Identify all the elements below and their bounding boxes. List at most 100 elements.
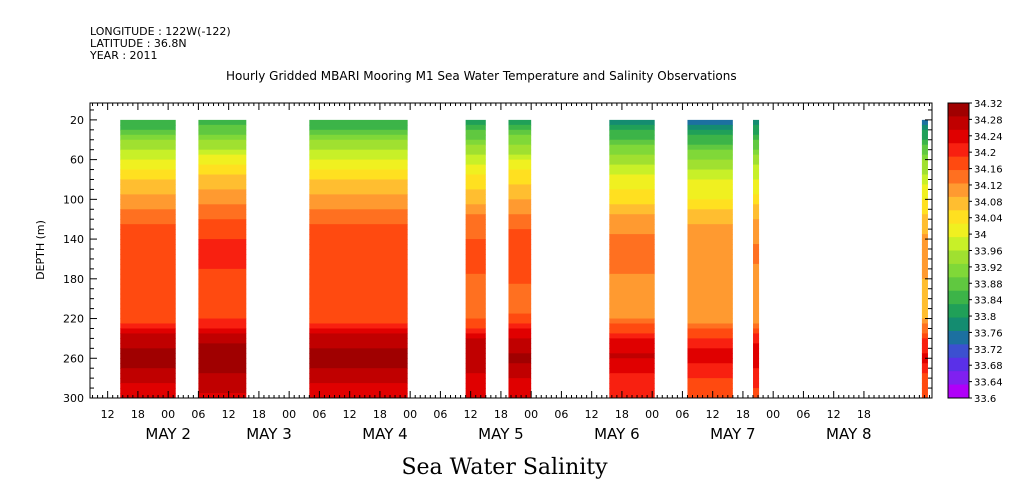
salinity-cell (465, 363, 486, 369)
salinity-cell (508, 388, 532, 394)
data-segment (309, 119, 408, 398)
colorbar-swatch (948, 143, 969, 158)
salinity-cell (465, 318, 486, 325)
salinity-cell (465, 378, 486, 384)
salinity-cell (921, 144, 928, 151)
colorbar-label: 34.24 (974, 132, 1003, 143)
salinity-cell (309, 273, 408, 280)
salinity-cell (309, 124, 408, 131)
salinity-cell (921, 268, 928, 275)
salinity-cell (465, 164, 486, 171)
salinity-cell (687, 204, 733, 210)
salinity-cell (687, 154, 733, 161)
longitude-label: LONGITUDE : 122W(-122) (90, 25, 231, 38)
salinity-cell (609, 333, 655, 340)
salinity-cell (309, 328, 408, 335)
salinity-cell (508, 234, 532, 240)
salinity-cell (508, 219, 532, 225)
salinity-cell (120, 189, 176, 195)
y-axis: 20 60 100 140 180 220 260 300 (63, 109, 932, 405)
salinity-cell (753, 348, 760, 354)
salinity-cell (687, 328, 733, 335)
salinity-cell (309, 283, 408, 290)
salinity-cell (120, 308, 176, 315)
colorbar-swatch (948, 277, 969, 292)
salinity-cell (753, 368, 760, 374)
salinity-cell (687, 393, 733, 398)
x-tick-label: 12 (222, 408, 236, 421)
salinity-cell (687, 263, 733, 270)
salinity-cell (921, 204, 928, 210)
salinity-cell (198, 338, 247, 344)
colorbar-swatch (948, 129, 969, 144)
salinity-cell (687, 308, 733, 315)
day-label: MAY 5 (478, 425, 524, 443)
x-tick-label: 18 (373, 408, 387, 421)
salinity-cell (465, 383, 486, 389)
salinity-cell (198, 373, 247, 379)
colorbar-label: 33.92 (974, 263, 1003, 274)
salinity-cell (198, 249, 247, 255)
salinity-cell (921, 249, 928, 255)
salinity-cell (465, 119, 486, 126)
salinity-cell (687, 194, 733, 200)
salinity-cell (309, 333, 408, 340)
x-tick-label: 12 (827, 408, 841, 421)
salinity-cell (609, 239, 655, 245)
salinity-cell (921, 383, 928, 389)
salinity-cell (609, 388, 655, 394)
colorbar-swatch (948, 156, 969, 171)
salinity-cell (921, 214, 928, 220)
salinity-cell (309, 388, 408, 394)
salinity-cell (687, 179, 733, 186)
salinity-cell (753, 249, 760, 255)
salinity-cell (465, 373, 486, 379)
salinity-cell (687, 139, 733, 146)
salinity-cell (921, 169, 928, 176)
salinity-cell (465, 283, 486, 290)
salinity-cell (609, 348, 655, 354)
salinity-cell (465, 328, 486, 335)
colorbar-swatch (948, 330, 969, 345)
salinity-cell (687, 124, 733, 131)
data-segment (120, 119, 176, 398)
salinity-cell (198, 184, 247, 191)
salinity-cell (753, 124, 760, 131)
salinity-cell (609, 293, 655, 300)
colorbar-label: 33.72 (974, 345, 1003, 356)
salinity-cell (309, 268, 408, 275)
salinity-cell (609, 323, 655, 330)
salinity-cell (687, 293, 733, 300)
salinity-cell (309, 164, 408, 171)
salinity-cell (609, 378, 655, 384)
salinity-cell (120, 338, 176, 344)
colorbar-swatch (948, 183, 969, 198)
salinity-cell (465, 234, 486, 240)
colorbar-swatch (948, 344, 969, 359)
salinity-cell (465, 303, 486, 310)
salinity-cell (465, 144, 486, 151)
salinity-cell (609, 189, 655, 195)
salinity-cell (309, 258, 408, 265)
salinity-cell (198, 308, 247, 315)
salinity-cell (309, 179, 408, 186)
salinity-cell (508, 129, 532, 136)
salinity-cell (609, 174, 655, 181)
y-tick-label: 60 (70, 154, 84, 167)
salinity-cell (198, 383, 247, 389)
salinity-cell (120, 239, 176, 245)
salinity-cell (609, 204, 655, 210)
colorbar-label: 34.08 (974, 197, 1003, 208)
salinity-cell (309, 214, 408, 220)
salinity-cell (198, 189, 247, 195)
day-label: MAY 3 (246, 425, 292, 443)
salinity-cell (508, 308, 532, 315)
salinity-cell (198, 333, 247, 340)
salinity-cell (609, 199, 655, 205)
salinity-cell (465, 244, 486, 250)
x-tick-label: 00 (524, 408, 538, 421)
salinity-cell (508, 353, 532, 359)
salinity-cell (465, 268, 486, 275)
salinity-cell (465, 224, 486, 230)
data-segment (921, 119, 928, 398)
